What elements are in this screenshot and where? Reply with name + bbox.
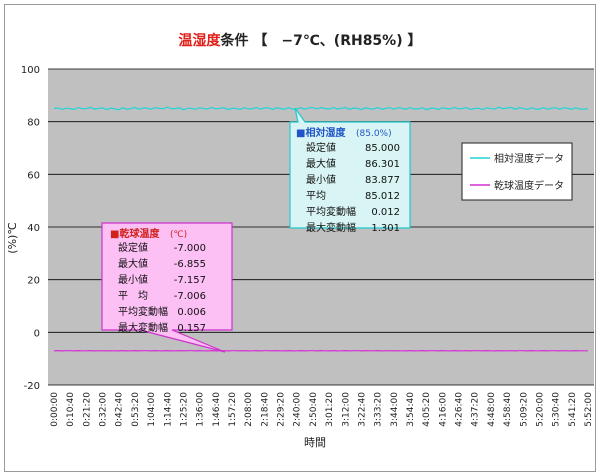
chart-title: 温湿度条件 【 −7℃、(RH85%) 】 [0,30,600,50]
x-axis-label: 時間 [304,436,326,449]
humidity-row-label: 最小値 [306,173,336,186]
temperature-row-label: 最小値 [118,273,148,286]
x-tick-label: 4:48:00 [487,392,497,427]
x-tick-label: 2:18:40 [260,392,270,427]
legend-label-temperature: 乾球温度データ [494,179,564,192]
x-tick-label: 3:01:20 [325,392,335,427]
temperature-annotation-subtitle: (℃) [170,230,187,240]
x-tick-label: 4:26:40 [455,392,465,427]
temperature-annotation-title: ■乾球温度 [110,227,160,240]
x-tick-label: 4:05:20 [422,392,432,427]
legend-box [461,142,573,201]
y-tick-label: 80 [27,118,40,129]
temperature-row-value: 0.006 [177,307,206,318]
temperature-row-value: -7.000 [174,243,206,254]
x-tick-label: 0:21:20 [82,392,92,427]
legend: 相対湿度データ 乾球温度データ [461,142,573,201]
chart-title-part1: 温湿度 [178,33,221,49]
series-lines [53,106,589,352]
temperature-row-label: 平均変動幅 [118,305,168,318]
humidity-row-label: 最大変動幅 [306,221,356,234]
x-tick-label: 3:33:20 [374,392,384,427]
x-tick-label: 5:52:00 [584,392,594,427]
x-tick-label: 3:22:40 [357,392,367,427]
x-tick-label: 5:41:20 [568,392,578,427]
y-tick-label: -20 [24,381,40,392]
humidity-annotation: ■相対湿度 (85.0%) 設定値 85.000 最大値 86.301 最小値 83.87… [289,107,411,234]
y-tick-label: 40 [27,223,40,234]
x-tick-label: 1:14:40 [163,392,173,427]
temperature-annotation-rows: 設定値 -7.000 最大値 -6.855 最小値 -7.157 平 均 -7.006 平均変動… [118,241,206,334]
temperature-row-value: -7.157 [174,275,206,286]
x-tick-label: 2:08:00 [244,392,254,427]
humidity-row-label: 平均変動幅 [306,205,356,218]
x-tick-label: 3:54:40 [406,392,416,427]
x-tick-label: 0:10:40 [66,392,76,427]
humidity-row-label: 平均 [306,190,326,202]
y-tick-label: 100 [21,65,40,76]
humidity-row-value: 1.301 [371,223,400,234]
temperature-row-value: -6.855 [174,259,206,270]
humidity-callout-box [289,107,411,229]
humidity-row-value: 86.301 [365,159,400,170]
y-tick-label: 60 [27,170,40,181]
humidity-row-value: 83.877 [365,175,400,186]
humidity-row-value: 85.012 [365,191,400,202]
chart-title-part2: 条件 【 −7℃、(RH85%) 】 [220,33,422,49]
humidity-row-label: 設定値 [306,141,336,154]
x-tick-label: 0:53:20 [131,392,141,427]
temperature-row-value: -7.006 [174,291,206,302]
x-tick-label: 5:20:00 [535,392,545,427]
temperature-callout-box [101,222,233,353]
x-tick-label: 5:09:20 [519,392,529,427]
temperature-row-label: 最大変動幅 [118,321,168,334]
humidity-row-label: 最大値 [306,157,336,170]
humidity-series-line [53,106,589,111]
x-tick-label: 4:58:40 [503,392,513,427]
temperature-row-label: 設定値 [118,241,148,254]
y-tick-label: 0 [34,328,40,339]
x-tick-label: 1:25:20 [179,392,189,427]
x-tick-label: 0:00:00 [50,392,60,427]
x-tick-label: 1:57:20 [228,392,238,427]
x-tick-label: 2:40:00 [293,392,303,427]
x-tick-label: 0:42:40 [115,392,125,427]
x-tick-label: 1:36:00 [196,392,206,427]
temperature-row-label: 平 均 [118,290,148,302]
temperature-row-label: 最大値 [118,257,148,270]
temperature-annotation: ■乾球温度 (℃) 設定値 -7.000 最大値 -6.855 最小値 -7.157 平 均… [101,222,233,353]
x-tick-label: 0:32:00 [99,392,109,427]
humidity-annotation-subtitle: (85.0%) [356,129,392,139]
x-tick-label: 3:44:00 [390,392,400,427]
x-tick-label: 4:16:00 [438,392,448,427]
y-axis-ticks: -20 0 20 40 60 80 100 [21,65,40,392]
legend-label-humidity: 相対湿度データ [494,152,564,165]
humidity-annotation-rows: 設定値 85.000 最大値 86.301 最小値 83.877 平均 85.012 平均変動幅… [306,141,400,234]
x-tick-label: 2:50:40 [309,392,319,427]
y-tick-label: 20 [27,276,40,287]
temperature-row-value: 0.157 [177,323,206,334]
humidity-row-value: 85.000 [365,143,400,154]
humidity-row-value: 0.012 [371,207,400,218]
x-tick-label: 1:46:40 [212,392,222,427]
x-tick-label: 3:12:00 [341,392,351,427]
x-tick-label: 2:29:20 [277,392,287,427]
humidity-annotation-title: ■相対湿度 [296,126,346,139]
y-axis-label: (%)℃ [6,222,19,253]
x-tick-label: 4:37:20 [471,392,481,427]
x-axis-ticks: 0:00:00 0:10:40 0:21:20 0:32:00 0:42:40 0:53:… [50,392,594,427]
x-tick-label: 5:30:40 [552,392,562,427]
x-tick-label: 1:04:00 [147,392,157,427]
